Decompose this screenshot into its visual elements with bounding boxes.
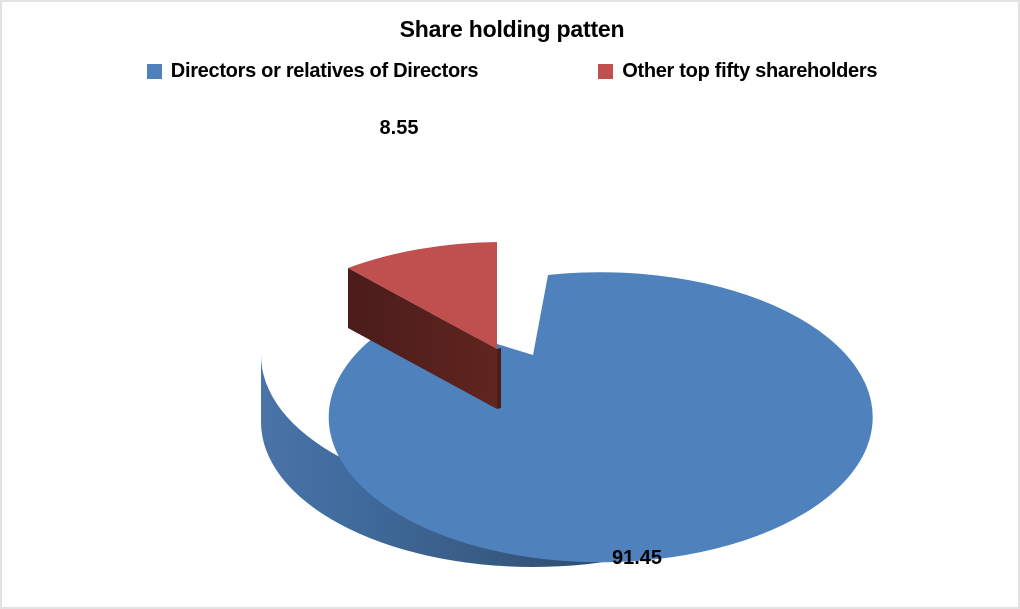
- legend-entry-directors[interactable]: Directors or relatives of Directors: [146, 60, 479, 83]
- legend-label-other-shareholders: Other top fifty shareholders: [622, 60, 878, 82]
- pie-slice-red-3d[interactable]: [348, 242, 501, 409]
- pie-chart-svg: [261, 242, 873, 567]
- legend-entry-other-shareholders[interactable]: Other top fifty shareholders: [598, 60, 877, 83]
- legend-square-icon: [146, 64, 162, 79]
- chart-legend: Directors or relatives of Directors Othe…: [2, 60, 1018, 83]
- pie-slice-red-top: [348, 242, 497, 349]
- legend-square-icon: [598, 64, 614, 79]
- pie-slice-red-radial-wall: [497, 348, 501, 409]
- data-label-red-slice: 8.55: [379, 117, 419, 139]
- pie-plot-area: 8.55 91.45: [2, 97, 1018, 597]
- legend-label-directors: Directors or relatives of Directors: [170, 60, 479, 82]
- pie-slice-red-side-wall: [348, 268, 497, 409]
- chart-title: Share holding patten: [399, 16, 625, 42]
- data-label-blue-slice: 91.45: [611, 547, 663, 569]
